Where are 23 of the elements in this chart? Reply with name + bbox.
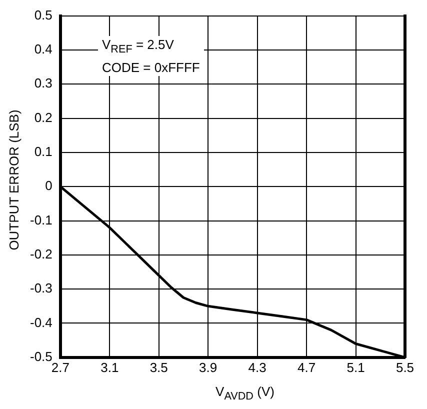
y-tick-label: -0.2 xyxy=(30,246,52,262)
y-tick-label: 0.3 xyxy=(34,76,52,91)
y-tick-label: 0.5 xyxy=(34,7,52,22)
x-tick-label: 3.9 xyxy=(199,360,218,375)
y-tick-label: -0.3 xyxy=(30,280,52,296)
y-tick-label: 0.1 xyxy=(34,144,52,160)
annotation: V$_{REF}$ = 2.5V xyxy=(102,37,174,56)
x-tick-label: 2.7 xyxy=(51,360,70,375)
x-tick-label: 3.5 xyxy=(150,360,168,375)
y-axis-title: OUTPUT ERROR (LSB) xyxy=(6,110,22,250)
y-tick-label: 0.4 xyxy=(34,42,52,57)
y-tick-label: 0 xyxy=(45,178,52,194)
y-tick-label: -0.5 xyxy=(30,348,52,364)
x-tick-label: 4.7 xyxy=(298,360,316,375)
annotation: CODE = 0xFFFF xyxy=(102,60,200,75)
x-tick-label: 5.1 xyxy=(346,360,365,375)
x-axis-title: V$_{AVDD}$ (V) xyxy=(216,384,274,403)
y-tick-label: -0.4 xyxy=(30,314,52,330)
x-tick-label: 5.5 xyxy=(396,360,414,375)
x-tick-label: 4.3 xyxy=(248,360,266,375)
y-tick-label: 0.2 xyxy=(34,110,52,125)
x-tick-label: 3.1 xyxy=(100,360,119,375)
y-tick-label: -0.1 xyxy=(30,212,52,228)
